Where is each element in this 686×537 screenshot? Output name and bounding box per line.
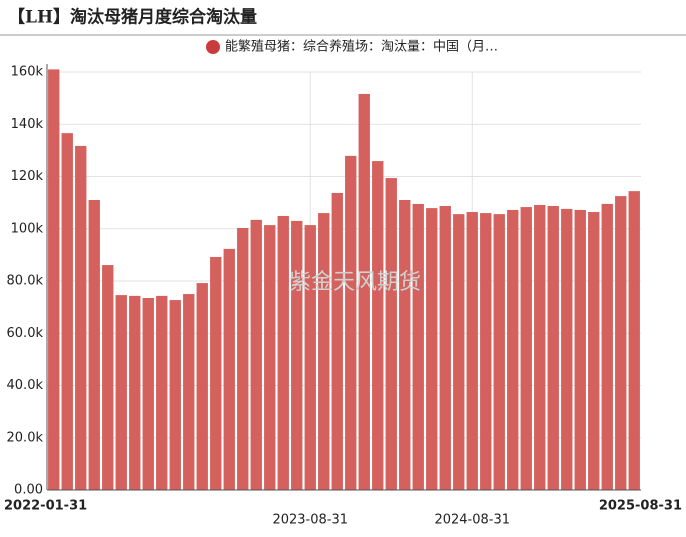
bar — [588, 212, 600, 490]
y-tick-label: 0.00 — [14, 483, 43, 498]
bar — [318, 213, 330, 490]
bar — [399, 200, 411, 490]
bar — [439, 206, 451, 491]
bar — [61, 133, 73, 490]
bar — [223, 248, 235, 490]
bar — [237, 227, 249, 490]
bar — [507, 209, 519, 490]
bar — [358, 93, 370, 490]
x-tick-label: 2022-01-31 — [4, 499, 87, 514]
bar — [493, 214, 505, 490]
bar — [480, 213, 492, 490]
bar — [75, 145, 87, 490]
y-tick-label: 140k — [11, 117, 44, 132]
bar — [142, 297, 154, 490]
bar — [561, 208, 573, 490]
bar — [412, 203, 424, 490]
bar — [156, 295, 168, 490]
bar — [210, 256, 222, 490]
bar — [574, 209, 586, 490]
bar — [48, 69, 60, 490]
bar — [345, 155, 357, 490]
bar — [601, 203, 613, 490]
y-tick-label: 160k — [11, 65, 44, 80]
bar — [331, 192, 343, 491]
bar — [183, 294, 195, 490]
bar — [115, 295, 127, 490]
y-tick-label: 40.0k — [7, 378, 44, 393]
bar — [426, 208, 438, 490]
y-tick-label: 80.0k — [7, 274, 44, 289]
bar — [453, 214, 465, 490]
x-tick-label: 2025-08-31 — [599, 499, 682, 514]
bar — [466, 212, 478, 490]
y-tick-label: 20.0k — [7, 430, 44, 445]
bar — [304, 225, 316, 490]
bar — [277, 215, 289, 491]
bar — [196, 283, 208, 490]
legend-label: 能繁殖母猪：综合养殖场：淘汰量：中国（月… — [225, 39, 498, 55]
bar — [372, 161, 384, 490]
y-tick-label: 60.0k — [7, 326, 44, 341]
bar — [385, 178, 397, 490]
bar — [547, 206, 559, 491]
bar — [169, 300, 181, 490]
x-tick-label: 2024-08-31 — [434, 513, 510, 528]
bar — [88, 200, 100, 490]
bar — [129, 295, 141, 490]
bar — [628, 191, 640, 490]
y-tick-label: 100k — [11, 221, 44, 236]
y-tick-label: 120k — [11, 169, 44, 184]
bar — [102, 265, 114, 490]
watermark: 紫金天风期货 — [289, 270, 421, 295]
bar — [250, 219, 262, 490]
bar — [291, 220, 303, 490]
bar — [264, 225, 276, 490]
bar — [520, 207, 532, 490]
bar — [534, 204, 546, 490]
chart-title: 【LH】淘汰母猪月度综合淘汰量 — [8, 7, 257, 28]
x-tick-label: 2023-08-31 — [272, 513, 348, 528]
legend-swatch — [206, 40, 220, 54]
bar — [615, 196, 627, 490]
